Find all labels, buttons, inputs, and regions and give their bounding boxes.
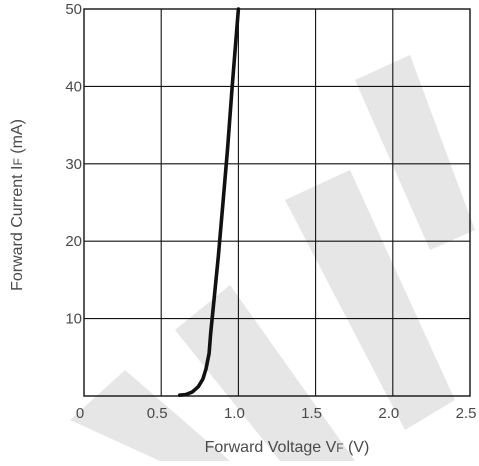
series-line	[177, 7, 241, 397]
x-axis-label: Forward Voltage VF (V)	[205, 439, 370, 456]
y-tick-label: 50	[65, 1, 82, 18]
grid	[84, 9, 470, 396]
y-axis-label-sub: F	[11, 158, 25, 165]
x-axis-label-tail: (V)	[344, 439, 370, 456]
y-tick-label: 40	[65, 78, 82, 95]
watermark-stripe	[285, 170, 455, 430]
watermark-stripe	[355, 55, 475, 250]
plot-frame	[83, 8, 471, 397]
y-tick-label: 30	[65, 156, 82, 173]
y-axis-label-main: Forward Current I	[9, 166, 26, 291]
watermark-stripe	[175, 285, 355, 461]
x-tick-label: 1.5	[301, 405, 322, 422]
watermark	[70, 55, 475, 461]
y-axis-label: Forward Current IF (mA)	[9, 119, 26, 291]
x-tick-label: 0.5	[147, 405, 168, 422]
x-tick-label: 2.5	[456, 405, 477, 422]
x-tick-label: 2.0	[378, 405, 399, 422]
x-tick-label: 1.0	[224, 405, 245, 422]
x-tick-label: 0	[76, 405, 84, 422]
y-tick-label: 20	[65, 233, 82, 250]
x-axis-label-main: Forward Voltage V	[205, 439, 337, 456]
y-tick-label: 10	[65, 311, 82, 328]
tick-labels: 0 0.5 1.0 1.5 2.0 2.5 10 20 30 40 50	[65, 1, 476, 422]
x-axis-label-sub: F	[336, 441, 343, 455]
y-axis-label-tail: (mA)	[9, 119, 26, 158]
watermark-stripe	[70, 370, 230, 461]
